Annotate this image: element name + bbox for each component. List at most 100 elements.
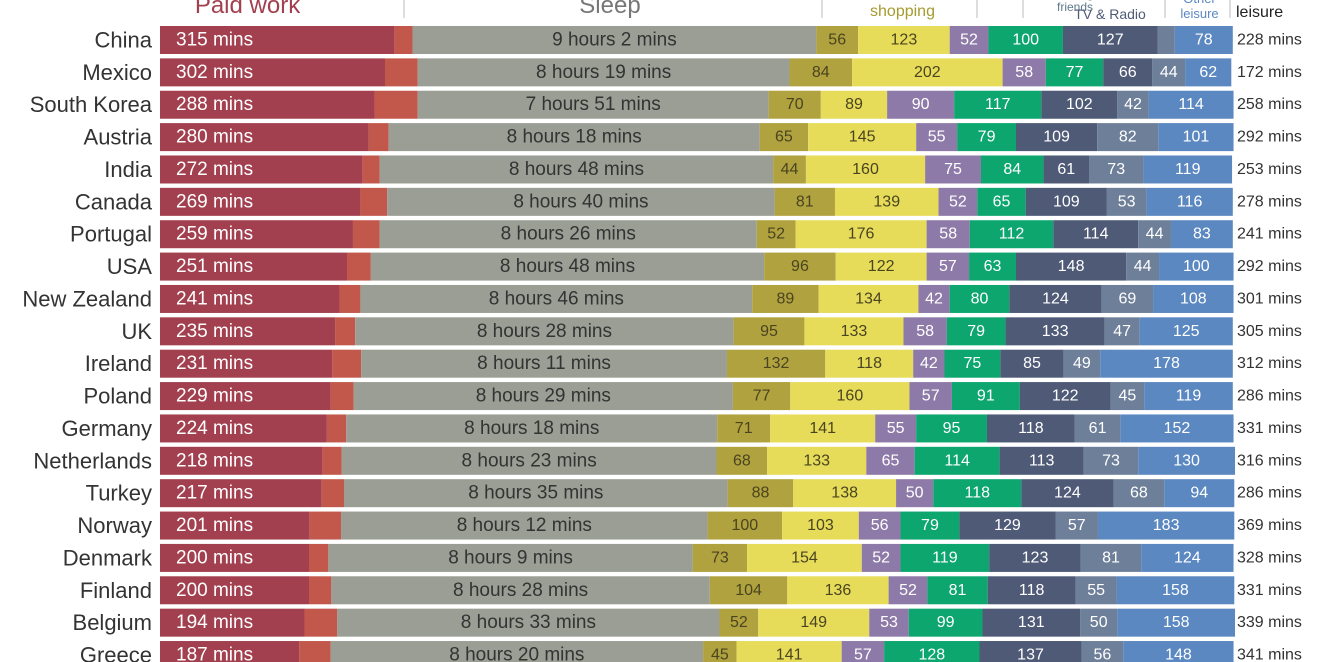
bar-segment — [1146, 187, 1233, 216]
data-label: 200 mins — [176, 547, 253, 568]
data-label: 122 — [1052, 388, 1079, 405]
bar-segment — [861, 543, 901, 572]
bar-segment — [1053, 220, 1139, 249]
data-label: 68 — [1130, 485, 1148, 502]
bar-segment — [1117, 608, 1236, 637]
data-label: 128 — [918, 647, 945, 662]
data-label: 45 — [711, 647, 729, 662]
bar-segment — [160, 511, 310, 540]
bar-segment — [360, 284, 753, 313]
data-label: 187 mins — [176, 645, 253, 662]
bar-segment — [1075, 576, 1117, 605]
bar-segment — [918, 284, 950, 313]
data-label: 68 — [733, 452, 751, 469]
bar-segment — [977, 187, 1026, 216]
data-label: 280 mins — [176, 127, 253, 148]
data-label: 272 mins — [176, 159, 253, 180]
bar-segment — [160, 252, 347, 281]
bar-segment — [1097, 123, 1159, 152]
bar-segment — [321, 479, 345, 508]
bar-segment — [1120, 414, 1234, 443]
data-label: 118 — [1018, 420, 1044, 437]
bar-segment — [332, 349, 362, 378]
data-label: 8 hours 48 mins — [500, 256, 635, 277]
bar-segment — [816, 26, 859, 54]
data-label: 8 hours 28 mins — [453, 580, 588, 601]
bar-segment — [160, 220, 353, 249]
bar-segment — [387, 187, 775, 216]
bar-segment — [1153, 284, 1234, 313]
bar-segment — [360, 187, 388, 216]
category-label: UK — [121, 319, 152, 344]
data-label: 104 — [735, 582, 762, 599]
data-label: 113 — [1029, 452, 1055, 469]
data-label: 57 — [1068, 517, 1086, 534]
bar-segment — [362, 155, 380, 184]
data-label: 75 — [964, 355, 982, 372]
bar-segment — [309, 543, 329, 572]
data-label: 134 — [855, 290, 882, 307]
bar-segment — [916, 414, 987, 443]
bar-segment — [770, 414, 876, 443]
header-paid-work: Paid work — [194, 0, 301, 19]
data-label: 158 — [1163, 614, 1190, 631]
total-label: 228 mins — [1237, 32, 1302, 49]
data-label: 85 — [1023, 355, 1041, 372]
total-label: 316 mins — [1237, 452, 1302, 469]
bar-segment — [1081, 641, 1124, 662]
bar-segment — [716, 446, 768, 475]
data-label: 201 mins — [176, 515, 253, 536]
bar-segment — [1126, 252, 1160, 281]
bar-segment — [875, 414, 917, 443]
bar-segment — [752, 284, 819, 313]
bar-segment — [353, 382, 733, 411]
bar-segment — [361, 349, 727, 378]
bar-segment — [341, 511, 708, 540]
bar-segment — [1100, 349, 1233, 378]
category-label: Denmark — [63, 545, 153, 570]
data-label: 65 — [882, 452, 900, 469]
bar-segment — [309, 576, 332, 605]
category-label: New Zealand — [22, 286, 152, 311]
bar-segment — [896, 479, 934, 508]
bar-segment — [394, 26, 413, 54]
bar-segment — [759, 123, 809, 152]
bar-segment — [913, 349, 945, 378]
bar-segment — [835, 252, 927, 281]
bar-segment — [417, 90, 769, 119]
data-label: 224 mins — [176, 418, 253, 439]
bar-segment — [346, 252, 371, 281]
data-label: 118 — [856, 355, 882, 372]
data-label: 99 — [937, 614, 955, 631]
bar-segment — [160, 446, 323, 475]
data-label: 200 mins — [176, 580, 253, 601]
data-label: 78 — [1195, 32, 1213, 49]
data-label: 95 — [760, 323, 778, 340]
bar-segment — [1103, 58, 1153, 87]
bar-segment — [1116, 576, 1235, 605]
data-label: 56 — [1094, 647, 1112, 662]
data-label: 58 — [939, 226, 957, 243]
bar-segment — [1159, 252, 1234, 281]
bar-segment — [1062, 26, 1158, 54]
bar-segment — [858, 26, 950, 54]
data-label: 89 — [845, 96, 863, 113]
bar-segment — [949, 284, 1010, 313]
bar-segment — [736, 641, 842, 662]
data-label: 52 — [899, 582, 917, 599]
data-label: 53 — [880, 614, 898, 631]
bar-segment — [969, 220, 1054, 249]
category-label: Netherlands — [33, 448, 152, 473]
bar-segment — [160, 155, 363, 184]
bar-segment — [938, 187, 978, 216]
data-label: 61 — [1089, 420, 1107, 437]
data-label: 141 — [776, 647, 803, 662]
data-label: 55 — [887, 420, 905, 437]
category-label: South Korea — [30, 92, 153, 117]
total-label: 328 mins — [1237, 549, 1302, 566]
total-label: 172 mins — [1237, 64, 1302, 81]
bar-segment — [344, 479, 728, 508]
data-label: 55 — [1087, 582, 1105, 599]
bar-segment — [926, 220, 970, 249]
